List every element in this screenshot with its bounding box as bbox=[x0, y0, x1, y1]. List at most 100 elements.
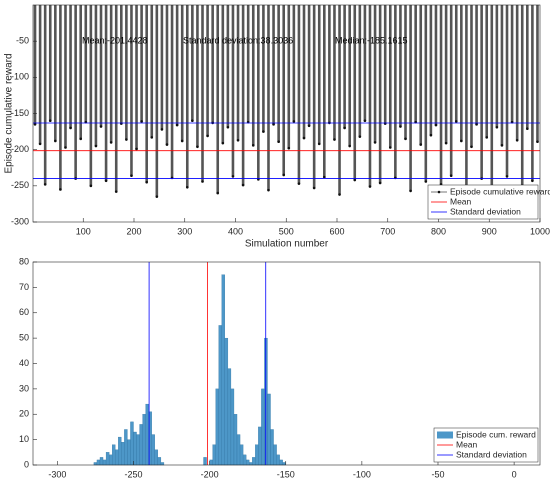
stem-marker bbox=[297, 182, 301, 185]
stem-marker bbox=[185, 185, 189, 189]
stem-marker bbox=[292, 120, 296, 123]
histogram-bar bbox=[142, 414, 146, 466]
stem-marker bbox=[343, 126, 346, 130]
stem-marker bbox=[109, 141, 113, 144]
histogram-bar bbox=[115, 449, 119, 466]
stem-marker bbox=[231, 175, 235, 178]
stem-marker bbox=[373, 141, 377, 144]
stem-marker bbox=[460, 139, 463, 143]
stem-marker bbox=[262, 130, 265, 133]
stem-marker bbox=[409, 189, 412, 193]
stem-marker bbox=[404, 137, 407, 141]
y-tick-label: 20 bbox=[19, 409, 29, 419]
histogram-bar bbox=[282, 462, 286, 466]
stem-marker bbox=[454, 120, 458, 123]
histogram-bar bbox=[261, 388, 265, 466]
histogram-bar bbox=[108, 454, 113, 466]
stem-marker bbox=[515, 138, 519, 142]
histogram-bar bbox=[230, 388, 235, 466]
stem-marker bbox=[323, 175, 326, 179]
stem-marker bbox=[64, 146, 67, 149]
histogram-bar bbox=[160, 462, 165, 466]
stem-marker bbox=[348, 144, 351, 148]
y-tick-label: 60 bbox=[19, 307, 29, 317]
histogram-bar bbox=[236, 434, 241, 466]
annotation: Standard deviation:38.3036 bbox=[183, 36, 293, 46]
histogram-bar bbox=[145, 403, 149, 466]
stem-marker bbox=[434, 123, 438, 127]
legend-marker bbox=[437, 190, 441, 194]
histogram-bar bbox=[102, 459, 107, 466]
stem-marker bbox=[485, 136, 489, 139]
stem-marker bbox=[526, 127, 529, 130]
y-tick-label: 70 bbox=[19, 282, 29, 292]
x-tick-label: 600 bbox=[329, 226, 344, 236]
histogram-bar bbox=[246, 459, 250, 466]
stem-marker bbox=[114, 190, 118, 193]
stem-marker bbox=[155, 195, 159, 198]
stem-marker bbox=[135, 147, 138, 151]
stem-marker bbox=[282, 173, 286, 177]
histogram-bar bbox=[215, 388, 219, 466]
stem-marker bbox=[226, 125, 230, 129]
stem-marker bbox=[69, 126, 72, 130]
histogram-bar bbox=[118, 436, 122, 466]
stem-marker bbox=[449, 174, 453, 178]
histogram-bar bbox=[270, 429, 274, 466]
histogram-bar bbox=[212, 444, 216, 466]
stem-marker bbox=[277, 140, 280, 144]
histogram-bar bbox=[112, 444, 116, 466]
histogram-bar bbox=[151, 434, 155, 466]
histogram-bar bbox=[133, 431, 137, 466]
stem-marker bbox=[89, 184, 93, 188]
stem-marker bbox=[470, 145, 473, 149]
x-tick-label: 800 bbox=[431, 226, 446, 236]
stem-marker bbox=[99, 125, 103, 128]
stem-marker bbox=[317, 142, 321, 146]
histogram-bar bbox=[227, 368, 232, 466]
stem-marker bbox=[424, 180, 428, 183]
stem-marker bbox=[338, 193, 341, 196]
x-tick-label: 500 bbox=[279, 226, 294, 236]
x-tick-label: -200 bbox=[201, 469, 219, 479]
stem-marker bbox=[180, 139, 184, 143]
stem-marker bbox=[33, 123, 37, 126]
histogram-bar bbox=[99, 457, 104, 466]
legend-label: Standard deviation bbox=[450, 206, 521, 216]
stem-marker bbox=[444, 141, 448, 145]
stem-marker bbox=[221, 141, 225, 145]
y-axis-label: Episode cumulative reward bbox=[4, 53, 15, 173]
x-tick-label: -250 bbox=[124, 469, 142, 479]
stem-marker bbox=[358, 135, 362, 138]
legend-swatch bbox=[437, 431, 453, 439]
y-tick-label: -150 bbox=[11, 108, 29, 118]
legend-label: Standard deviation bbox=[456, 449, 527, 459]
stem-marker bbox=[267, 188, 270, 192]
y-tick-label: -250 bbox=[11, 180, 29, 190]
y-tick-label: -100 bbox=[11, 72, 29, 82]
x-tick-label: 400 bbox=[228, 226, 243, 236]
y-tick-label: 80 bbox=[19, 256, 29, 266]
x-axis-label: Simulation number bbox=[245, 239, 329, 250]
histogram-bar bbox=[127, 439, 131, 466]
annotation: Median:-185.1615 bbox=[335, 36, 408, 46]
stem-marker bbox=[500, 144, 504, 147]
legend-label: Mean bbox=[450, 196, 472, 206]
stem-marker bbox=[302, 136, 306, 140]
stem-marker bbox=[145, 180, 148, 184]
stem-marker bbox=[236, 138, 240, 142]
histogram-bar bbox=[157, 457, 162, 466]
stem-marker bbox=[160, 128, 164, 131]
y-tick-label: 30 bbox=[19, 383, 29, 393]
stem-marker bbox=[399, 125, 402, 128]
histogram-bar bbox=[203, 457, 207, 466]
x-tick-label: 900 bbox=[482, 226, 497, 236]
annotation: Mean:-201.4428 bbox=[82, 36, 148, 46]
stem-marker bbox=[140, 120, 143, 123]
stem-marker bbox=[43, 183, 47, 186]
stem-marker bbox=[475, 123, 478, 126]
histogram-bar bbox=[242, 454, 247, 466]
stem-marker bbox=[272, 123, 275, 126]
histogram-bar bbox=[255, 444, 259, 466]
histogram-bar bbox=[252, 457, 256, 466]
